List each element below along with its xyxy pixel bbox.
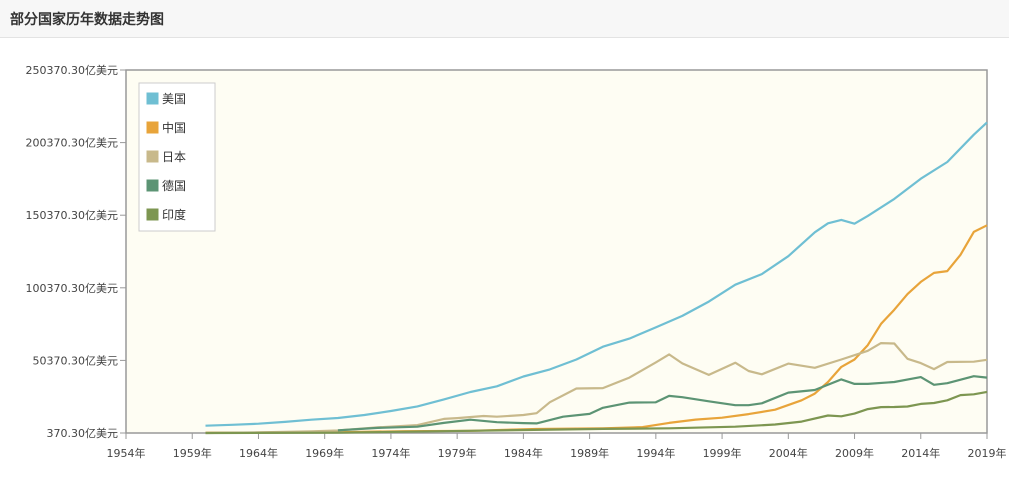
y-tick-label: 150370.30亿美元 bbox=[26, 209, 119, 222]
x-tick-label: 1974年 bbox=[371, 446, 410, 460]
plot-area bbox=[126, 70, 987, 433]
x-tick-label: 1994年 bbox=[636, 446, 675, 460]
legend-swatch bbox=[145, 149, 160, 164]
x-tick-label: 1989年 bbox=[570, 446, 609, 460]
x-tick-label: 1979年 bbox=[438, 446, 477, 460]
legend-label: 印度 bbox=[162, 207, 186, 222]
y-tick-label: 250370.30亿美元 bbox=[26, 64, 119, 77]
x-tick-label: 1999年 bbox=[703, 446, 742, 460]
legend-label: 美国 bbox=[162, 92, 186, 106]
series-line bbox=[205, 121, 988, 427]
page-header: 部分国家历年数据走势图 bbox=[0, 0, 1009, 38]
legend-label: 日本 bbox=[162, 150, 186, 164]
x-tick-label: 2019年 bbox=[968, 446, 1007, 460]
x-tick-label: 2004年 bbox=[769, 446, 808, 460]
x-tick-label: 2014年 bbox=[901, 446, 940, 460]
plot-frame bbox=[125, 69, 988, 434]
series-line bbox=[205, 342, 988, 435]
legend-swatch bbox=[145, 178, 160, 193]
y-tick-label: 200370.30亿美元 bbox=[26, 137, 119, 150]
series-line bbox=[337, 375, 988, 432]
x-tick-label: 1964年 bbox=[239, 446, 278, 460]
legend-label: 德国 bbox=[162, 178, 186, 193]
legend-swatch bbox=[145, 120, 160, 135]
series-line bbox=[205, 390, 988, 435]
y-tick-label: 370.30亿美元 bbox=[47, 427, 119, 440]
x-tick-label: 1959年 bbox=[173, 446, 212, 460]
legend-swatch bbox=[145, 91, 160, 106]
legend-swatch bbox=[145, 207, 160, 222]
y-tick-label: 100370.30亿美元 bbox=[26, 282, 119, 295]
x-tick-label: 2009年 bbox=[835, 446, 874, 460]
x-tick-label: 1969年 bbox=[305, 446, 344, 460]
legend-label: 中国 bbox=[162, 120, 186, 135]
x-tick-label: 1954年 bbox=[107, 446, 146, 460]
x-tick-label: 1984年 bbox=[504, 446, 543, 460]
y-tick-label: 50370.30亿美元 bbox=[33, 354, 119, 367]
page-title: 部分国家历年数据走势图 bbox=[10, 12, 164, 28]
